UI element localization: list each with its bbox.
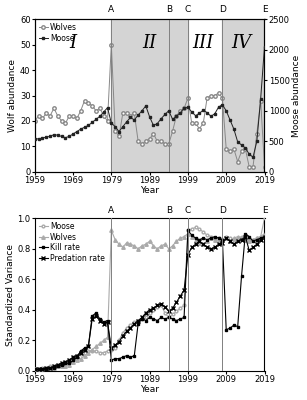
Text: E: E [262,5,267,14]
Text: D: D [219,206,226,215]
Y-axis label: Moose abundance: Moose abundance [293,54,301,137]
Predation rate [79,350,83,355]
Wolves [263,231,266,236]
Moose [79,352,83,356]
Wolves [79,356,83,361]
Wolves [159,243,163,248]
Moose [155,304,159,309]
Text: B: B [166,5,172,14]
Text: III: III [192,34,214,52]
Predation rate [171,306,174,311]
Line: Moose: Moose [33,217,266,371]
Bar [111,19,188,172]
Kill rate [87,344,90,349]
Text: E: E [262,206,267,215]
Wolves [175,239,178,244]
Text: C: C [185,5,191,14]
Legend: Moose, Wolves, Kill rate, Predation rate: Moose, Wolves, Kill rate, Predation rate [39,222,105,263]
Moose [113,346,117,350]
Line: Kill rate: Kill rate [33,229,266,371]
X-axis label: Year: Year [140,186,159,195]
Kill rate [236,324,239,329]
Line: Wolves: Wolves [33,229,266,371]
Predation rate [243,234,247,239]
Y-axis label: Standardized Variance: Standardized Variance [6,244,14,346]
Text: I: I [69,34,77,52]
Wolves [110,228,113,233]
Moose [33,367,37,372]
Wolves [87,350,90,355]
Y-axis label: Wolf abundance: Wolf abundance [8,59,17,132]
Text: C: C [185,206,191,215]
Bar [222,19,265,172]
Moose [171,312,174,317]
Predation rate [155,303,159,308]
Text: B: B [166,206,172,215]
Kill rate [79,349,83,354]
Moose [232,237,236,242]
Wolves [236,234,239,239]
Text: IV: IV [231,34,252,52]
Wolves [33,367,37,372]
Wolves [117,242,121,247]
Line: Predation rate: Predation rate [33,235,266,371]
Kill rate [171,317,174,322]
Kill rate [33,367,37,372]
Moose [87,349,90,354]
Kill rate [113,356,117,361]
Legend: Wolves, Moose: Wolves, Moose [39,23,77,42]
Predation rate [87,344,90,349]
Kill rate [155,318,159,323]
X-axis label: Year: Year [140,386,159,394]
Predation rate [33,367,37,372]
Moose [263,216,266,221]
Text: II: II [142,34,157,52]
Predation rate [232,242,236,247]
Predation rate [113,342,117,347]
Text: D: D [219,5,226,14]
Text: A: A [108,5,115,14]
Kill rate [186,228,190,233]
Kill rate [263,234,266,239]
Predation rate [263,234,266,239]
Text: A: A [108,206,115,215]
